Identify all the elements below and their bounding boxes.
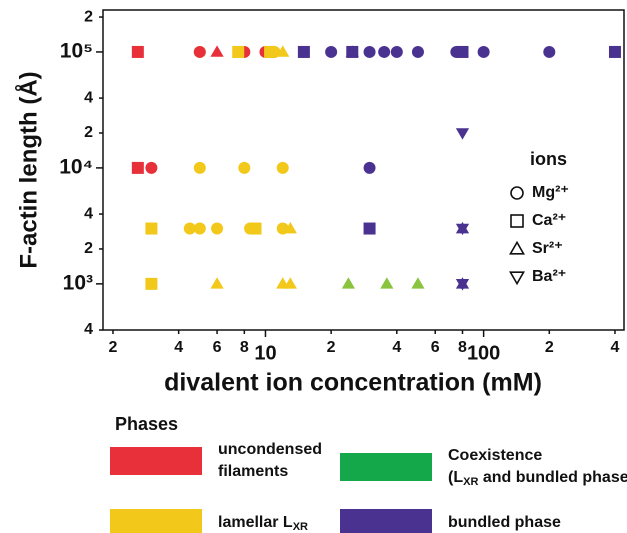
x-tick-label: 100 bbox=[467, 342, 500, 364]
data-point bbox=[390, 45, 403, 58]
phase-swatch bbox=[340, 509, 432, 533]
data-point bbox=[455, 223, 470, 236]
y-axis-title: F-actin length (Å) bbox=[14, 71, 42, 268]
phase-label-part: XR bbox=[463, 476, 478, 488]
data-point bbox=[131, 45, 144, 58]
data-point bbox=[477, 45, 490, 58]
phase-label-part: Coexistence bbox=[448, 447, 542, 464]
phase-swatch bbox=[110, 447, 202, 475]
y-tick-label: 4 bbox=[84, 321, 93, 338]
x-tick-label: 6 bbox=[431, 339, 440, 356]
phase-label: filaments bbox=[218, 463, 288, 480]
x-tick-label: 2 bbox=[109, 339, 118, 356]
y-tick-label: 2 bbox=[84, 124, 93, 141]
data-point bbox=[363, 161, 376, 174]
data-point bbox=[238, 161, 251, 174]
y-tick-label: 2 bbox=[84, 8, 93, 25]
x-tick-label: 2 bbox=[327, 339, 336, 356]
phase-label-part: and bundled phase) bbox=[478, 469, 627, 486]
y-tick-label: 4 bbox=[84, 89, 93, 106]
phase-label-part: uncondensed bbox=[218, 441, 322, 458]
x-tick-label: 8 bbox=[458, 339, 467, 356]
legend-marker bbox=[509, 240, 525, 255]
x-tick-label: 6 bbox=[213, 339, 222, 356]
data-point bbox=[608, 45, 621, 58]
phase-label-part: filaments bbox=[218, 463, 288, 480]
phase-label: uncondensed bbox=[218, 441, 322, 458]
y-tick-label: 2 bbox=[84, 240, 93, 257]
data-point bbox=[455, 279, 470, 291]
y-tick-label: 10³ bbox=[63, 271, 93, 294]
phase-label-part: bundled phase bbox=[448, 514, 561, 531]
plot-frame bbox=[102, 9, 625, 331]
data-point bbox=[211, 222, 224, 235]
data-point bbox=[131, 161, 144, 174]
data-point bbox=[193, 222, 206, 235]
legend-marker bbox=[510, 186, 524, 200]
data-point bbox=[325, 45, 338, 58]
data-point bbox=[543, 45, 556, 58]
data-point bbox=[363, 45, 376, 58]
x-tick-label: 4 bbox=[392, 339, 401, 356]
data-point bbox=[249, 222, 262, 235]
data-point bbox=[145, 277, 158, 290]
phase-label: lamellar LXR bbox=[218, 514, 308, 533]
data-point bbox=[411, 45, 424, 58]
data-point bbox=[183, 222, 196, 235]
data-point bbox=[232, 45, 245, 58]
phase-swatch bbox=[110, 509, 202, 533]
phase-swatch bbox=[340, 453, 432, 481]
data-point bbox=[276, 161, 289, 174]
legend-label: Ca²⁺ bbox=[532, 212, 566, 229]
y-tick-label: 10⁵ bbox=[60, 39, 93, 62]
phase-label-part: XR bbox=[293, 521, 308, 533]
legend-label: Ba²⁺ bbox=[532, 268, 566, 285]
y-tick-label: 10⁴ bbox=[59, 155, 93, 178]
data-point bbox=[264, 45, 277, 58]
data-point bbox=[193, 45, 206, 58]
x-tick-label: 10 bbox=[254, 342, 276, 364]
data-point bbox=[378, 45, 391, 58]
data-point bbox=[210, 277, 224, 289]
legend-title: ions bbox=[530, 149, 567, 169]
data-point bbox=[456, 45, 469, 58]
y-tick-label: 4 bbox=[84, 205, 93, 222]
data-point bbox=[283, 277, 297, 289]
data-point bbox=[345, 45, 359, 57]
phase-label-part: lamellar L bbox=[218, 514, 293, 531]
data-point bbox=[411, 277, 425, 289]
data-point bbox=[145, 222, 158, 235]
phases-title: Phases bbox=[115, 414, 178, 434]
data-point bbox=[276, 45, 290, 57]
phase-label-part: (L bbox=[448, 469, 463, 486]
phase-label: bundled phase bbox=[448, 514, 561, 531]
legend-label: Mg²⁺ bbox=[532, 184, 569, 201]
x-tick-label: 8 bbox=[240, 339, 249, 356]
legend-marker bbox=[509, 271, 525, 286]
legend-marker bbox=[510, 214, 524, 228]
x-axis-title: divalent ion concentration (mM) bbox=[164, 369, 542, 397]
data-point bbox=[297, 45, 310, 58]
x-tick-label: 4 bbox=[174, 339, 183, 356]
x-tick-label: 4 bbox=[611, 339, 620, 356]
data-point bbox=[210, 45, 224, 57]
x-tick-label: 2 bbox=[545, 339, 554, 356]
legend-label: Sr²⁺ bbox=[532, 240, 563, 257]
data-point bbox=[283, 221, 297, 234]
data-point bbox=[380, 277, 394, 289]
data-point bbox=[193, 161, 206, 174]
phase-label: (LXR and bundled phase) bbox=[448, 469, 627, 488]
data-point bbox=[341, 277, 356, 289]
data-point bbox=[455, 128, 470, 140]
data-point bbox=[145, 161, 158, 174]
data-point bbox=[363, 222, 376, 235]
phase-label: Coexistence bbox=[448, 447, 542, 464]
